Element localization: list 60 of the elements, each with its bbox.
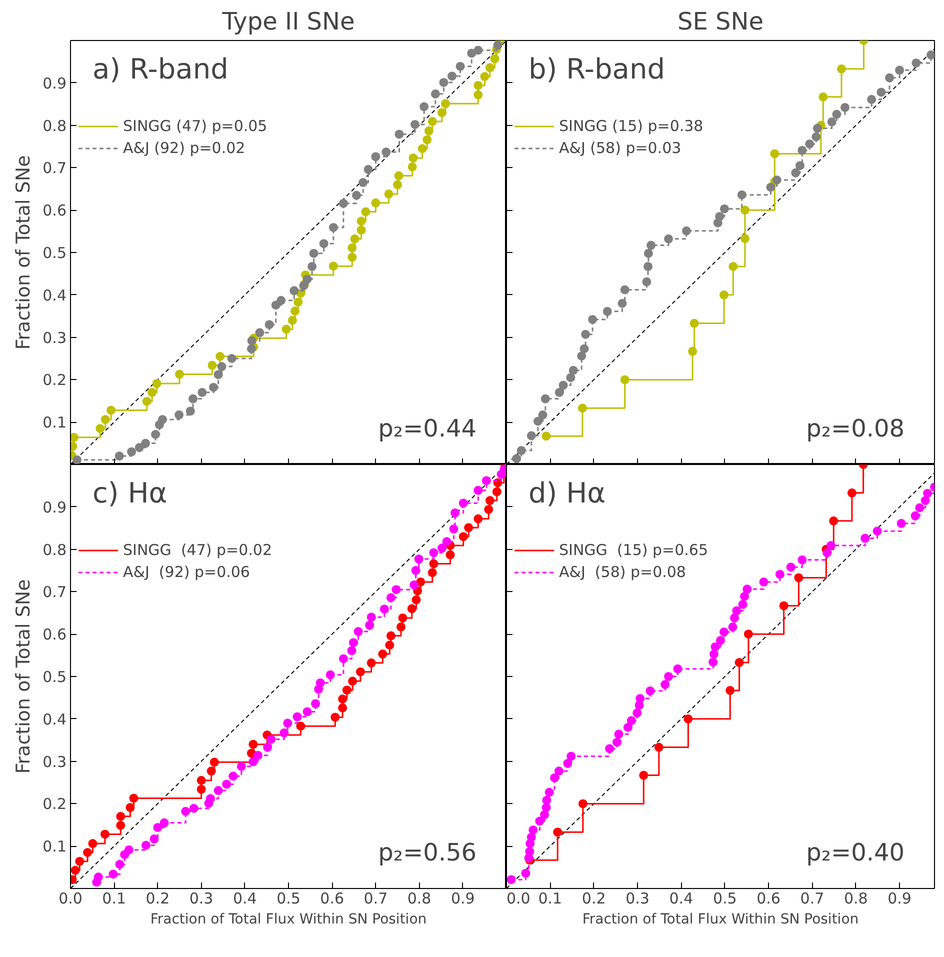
x-tick-label: 0.8 xyxy=(844,890,868,908)
x-tick-label: 0.5 xyxy=(276,890,300,908)
annotation: p₂=0.56 xyxy=(378,838,477,866)
legend-label: SINGG (15) p=0.65 xyxy=(559,541,708,559)
legend-label: SINGG (47) p=0.05 xyxy=(123,117,268,135)
legend-label: A&J (58) p=0.03 xyxy=(559,139,682,157)
y-tick-label: 0.6 xyxy=(42,626,67,644)
x-tick-label: 0.7 xyxy=(800,890,824,908)
text: c) Hα xyxy=(92,476,168,510)
y-tick-label: 0.2 xyxy=(42,795,67,814)
y-tick-label: 0.1 xyxy=(42,414,67,432)
y-tick-label: 0.7 xyxy=(42,583,67,602)
y-tick-label: 0.2 xyxy=(42,371,67,390)
y-tick-label: 0.3 xyxy=(42,752,67,771)
y-tick-label: 0.4 xyxy=(42,286,67,304)
x-tick-label: 0.8 xyxy=(407,890,432,908)
y-tick-label: 0.8 xyxy=(42,116,67,135)
x-tick-label: 0.3 xyxy=(626,890,650,908)
y-tick-label: 0.4 xyxy=(42,710,67,728)
x-tick-label: 0.0 xyxy=(506,890,530,908)
x-tick-label: 0.6 xyxy=(756,890,780,908)
text: d) Hα xyxy=(528,476,606,510)
annotation: p₂=0.08 xyxy=(806,414,905,442)
legend-label: SINGG (15) p=0.38 xyxy=(559,117,704,135)
legend-label: A&J (92) p=0.06 xyxy=(123,563,250,581)
y-tick-label: 0.3 xyxy=(42,328,67,347)
chart-title: Type II SNe xyxy=(221,8,355,36)
y-tick-label: 0.5 xyxy=(42,668,67,686)
y-tick-label: 0.8 xyxy=(42,540,67,559)
y-axis-title: Fraction of Total SNe xyxy=(12,579,35,774)
legend-label: A&J (92) p=0.02 xyxy=(123,139,246,157)
text: b) R-band xyxy=(528,52,665,86)
y-tick-label: 0.9 xyxy=(42,74,67,92)
x-tick-label: 0.4 xyxy=(669,890,694,908)
chart-title: SE SNe xyxy=(678,8,764,36)
x-tick-label: 0.9 xyxy=(450,890,475,908)
x-tick-label: 0.6 xyxy=(320,890,344,908)
x-tick-label: 0.3 xyxy=(189,890,214,908)
x-tick-label: 0.1 xyxy=(102,890,126,908)
x-tick-label: 0.7 xyxy=(364,890,388,908)
y-tick-label: 0.6 xyxy=(42,202,67,220)
x-axis-title: Fraction of Total Flux Within SN Position xyxy=(150,912,427,928)
y-axis-title: Fraction of Total SNe xyxy=(12,155,35,350)
annotation: p₂=0.40 xyxy=(806,838,905,866)
x-tick-label: 0.0 xyxy=(58,890,82,908)
y-tick-label: 0.7 xyxy=(42,159,67,178)
x-tick-label: 0.1 xyxy=(538,890,562,908)
x-axis-title: Fraction of Total Flux Within SN Position xyxy=(582,912,859,928)
y-tick-label: 0.9 xyxy=(42,498,67,516)
annotation: p₂=0.44 xyxy=(378,414,477,442)
y-tick-label: 0.1 xyxy=(42,838,67,856)
legend-label: SINGG (47) p=0.02 xyxy=(123,541,272,559)
y-tick-label: 0.5 xyxy=(42,244,67,262)
text: a) R-band xyxy=(92,52,228,86)
x-tick-label: 0.5 xyxy=(712,890,737,908)
legend-label: A&J (58) p=0.08 xyxy=(559,563,686,581)
x-tick-label: 0.2 xyxy=(582,890,606,908)
x-tick-label: 0.2 xyxy=(146,890,170,908)
x-tick-label: 0.9 xyxy=(888,890,912,908)
x-tick-label: 0.4 xyxy=(232,890,257,908)
